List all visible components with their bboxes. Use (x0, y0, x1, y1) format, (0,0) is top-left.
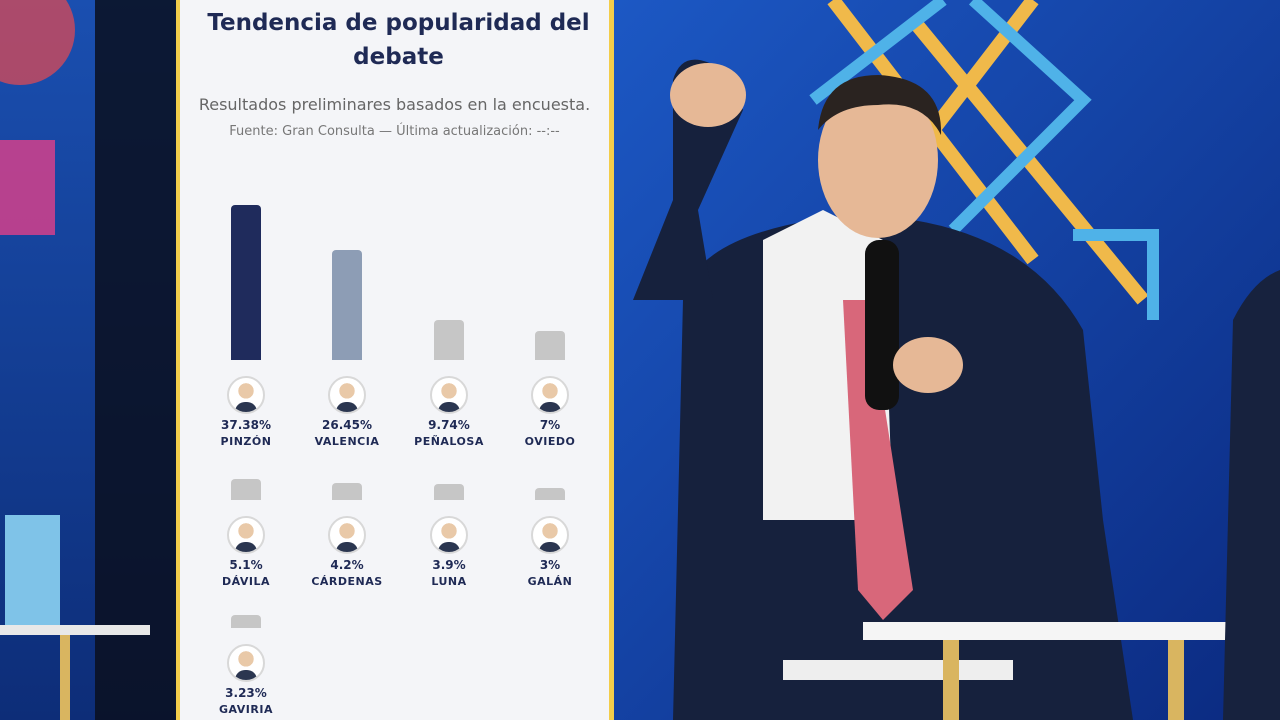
candidate-avatar (227, 644, 265, 682)
candidate-avatar (328, 516, 366, 554)
left-photo (0, 0, 176, 720)
bar (332, 482, 362, 500)
bar (535, 330, 565, 360)
candidate-avatar (227, 516, 265, 554)
candidate-avatar (531, 376, 569, 414)
candidate-avatar (430, 376, 468, 414)
value-label: 3% (539, 558, 561, 572)
candidate-avatar (531, 516, 569, 554)
value-label: 9.74% (428, 418, 470, 432)
chart-title: Tendencia de popularidad del debate (207, 10, 590, 70)
category-label: PEÑALOSA (414, 435, 484, 448)
bar (434, 483, 464, 500)
category-label: PINZÓN (220, 435, 272, 448)
candidate-avatar (430, 516, 468, 554)
category-label: OVIEDO (524, 435, 576, 448)
bar (231, 614, 261, 628)
bar (231, 204, 261, 360)
category-label: CÁRDENAS (311, 575, 383, 588)
value-label: 5.1% (229, 558, 263, 572)
category-label: GAVIRIA (219, 703, 273, 716)
chart-panel: Tendencia de popularidad del debate Resu… (176, 0, 613, 720)
candidate-avatar (227, 376, 265, 414)
value-label: 3.23% (225, 686, 267, 700)
bar (535, 487, 565, 500)
value-label: 7% (539, 418, 561, 432)
candidate-avatar (328, 376, 366, 414)
category-label: LUNA (431, 575, 467, 588)
value-label: 37.38% (221, 418, 271, 432)
right-photo (613, 0, 1280, 720)
value-label: 3.9% (432, 558, 466, 572)
chart-subtitle: Resultados preliminares basados en la en… (198, 95, 591, 114)
value-label: 4.2% (330, 558, 364, 572)
category-label: DÁVILA (221, 575, 271, 588)
category-label: VALENCIA (314, 435, 380, 448)
bar (332, 250, 362, 360)
bar (231, 478, 261, 500)
chart-source: Fuente: Gran Consulta — Última actualiza… (229, 124, 560, 139)
bar (434, 319, 464, 360)
value-label: 26.45% (322, 418, 372, 432)
category-label: GALÁN (527, 575, 573, 588)
